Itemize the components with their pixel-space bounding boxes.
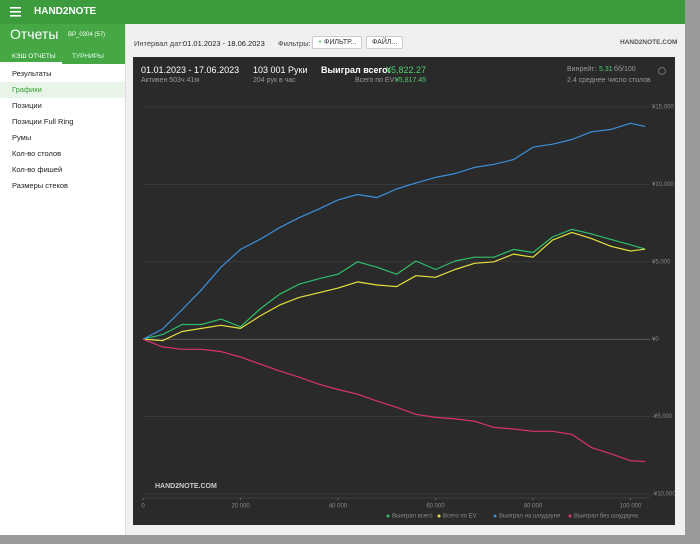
series-line bbox=[142, 228, 646, 340]
hands: 103 001 Руки bbox=[253, 65, 308, 75]
watermark: HAND2NOTE.COM bbox=[155, 483, 217, 490]
nav-item[interactable]: Румы bbox=[12, 133, 32, 142]
winrate: 5.31 bbox=[599, 66, 613, 73]
won-label: Выиграл всего: bbox=[321, 65, 391, 75]
interval-label: Интервал дат: bbox=[134, 39, 184, 48]
x-tick-label: 80 000 bbox=[524, 504, 543, 510]
ev: ¥5,817.45 bbox=[395, 77, 427, 84]
legend-label: Всего по EV bbox=[443, 514, 477, 520]
nav-item[interactable]: Позиции Full Ring bbox=[12, 117, 74, 126]
legend-marker bbox=[493, 514, 497, 518]
x-tick-label: 20 000 bbox=[231, 504, 250, 510]
y-tick-label: ¥0 bbox=[652, 337, 659, 343]
winrate-unit: бб/100 bbox=[614, 66, 636, 73]
title-bar: HAND2NOTE bbox=[0, 0, 685, 24]
interval[interactable]: 01.01.2023 - 18.06.2023 bbox=[183, 39, 265, 48]
nav-item[interactable]: Кол-во столов bbox=[12, 149, 62, 158]
sidebar: Отчеты BP_0304 (57) КЭШ ОТЧЕТЫ ТУРНИРЫ Р… bbox=[0, 24, 126, 535]
y-tick-label: ¥5,000 bbox=[652, 259, 671, 265]
nav-item[interactable]: Кол-во фишей bbox=[12, 165, 63, 174]
legend-label: Выиграл на шоудауне bbox=[499, 514, 561, 520]
x-tick-label: 0 bbox=[141, 504, 145, 510]
y-tick-label: ¥15,000 bbox=[652, 105, 674, 111]
sidebar-header: Отчеты BP_0304 (57) bbox=[0, 24, 125, 64]
won: ¥5,822.27 bbox=[386, 65, 427, 75]
dates: 01.01.2023 - 17.06.2023 bbox=[141, 65, 240, 75]
legend-marker bbox=[568, 514, 572, 518]
series-line bbox=[142, 231, 646, 342]
y-tick-label: -¥5,000 bbox=[652, 414, 673, 420]
series-line bbox=[142, 122, 646, 340]
heading: Отчеты bbox=[10, 26, 59, 42]
nav-item[interactable]: Позиции bbox=[12, 101, 42, 110]
legend-label: Выиграл без шоудауна bbox=[574, 514, 639, 520]
file-button[interactable]: ФАЙЛ... bbox=[366, 36, 404, 49]
filter-button[interactable]: + ФИЛЬТР... bbox=[312, 36, 363, 49]
chart-panel: 01.01.2023 - 17.06.2023 Активен 503ч 41м… bbox=[133, 57, 675, 525]
y-tick-label: ¥10,000 bbox=[652, 182, 674, 188]
y-tick-label: -¥10,000 bbox=[652, 492, 675, 498]
series-line bbox=[142, 338, 646, 463]
nav-item[interactable]: Графики bbox=[0, 82, 125, 98]
winrate-label: Винрейт: bbox=[567, 66, 597, 73]
profile[interactable]: BP_0304 (57) bbox=[68, 32, 106, 38]
chart: -¥10,000 -¥5,000 ¥0 ¥5,000 ¥10,000 ¥15,000 0 20… bbox=[141, 105, 675, 520]
filters-label: Фильтры: bbox=[278, 39, 311, 48]
settings-icon[interactable] bbox=[657, 66, 667, 76]
nav-item[interactable]: Результаты bbox=[12, 69, 52, 78]
rate: 204 рук в час bbox=[253, 77, 296, 84]
menu-icon[interactable] bbox=[10, 7, 22, 17]
window: HAND2NOTE Отчеты BP_0304 (57) КЭШ ОТЧЕТЫ… bbox=[0, 0, 685, 535]
logo: HAND2NOTE.COM bbox=[620, 39, 678, 46]
legend-marker bbox=[437, 514, 441, 518]
active: Активен 503ч 41м bbox=[141, 77, 200, 84]
tables: 2.4 среднее число столов bbox=[567, 77, 651, 84]
legend-marker bbox=[386, 514, 390, 518]
tab[interactable]: КЭШ ОТЧЕТЫ bbox=[12, 53, 56, 60]
x-tick-label: 100 000 bbox=[620, 504, 642, 510]
tab[interactable]: ТУРНИРЫ bbox=[72, 53, 104, 60]
tab-indicator bbox=[0, 62, 62, 64]
app-title: HAND2NOTE bbox=[34, 6, 97, 17]
x-tick-label: 60 000 bbox=[426, 504, 445, 510]
filter-button-text: ФИЛЬТР... bbox=[324, 39, 357, 46]
ev-label: Всего по EV: bbox=[355, 77, 396, 84]
nav-item[interactable]: Размеры стеков bbox=[12, 181, 69, 190]
toolbar: Интервал дат: 01.01.2023 - 18.06.2023 Фи… bbox=[126, 30, 685, 54]
legend-label: Выиграл всего bbox=[392, 514, 433, 520]
x-tick-label: 40 000 bbox=[329, 504, 348, 510]
